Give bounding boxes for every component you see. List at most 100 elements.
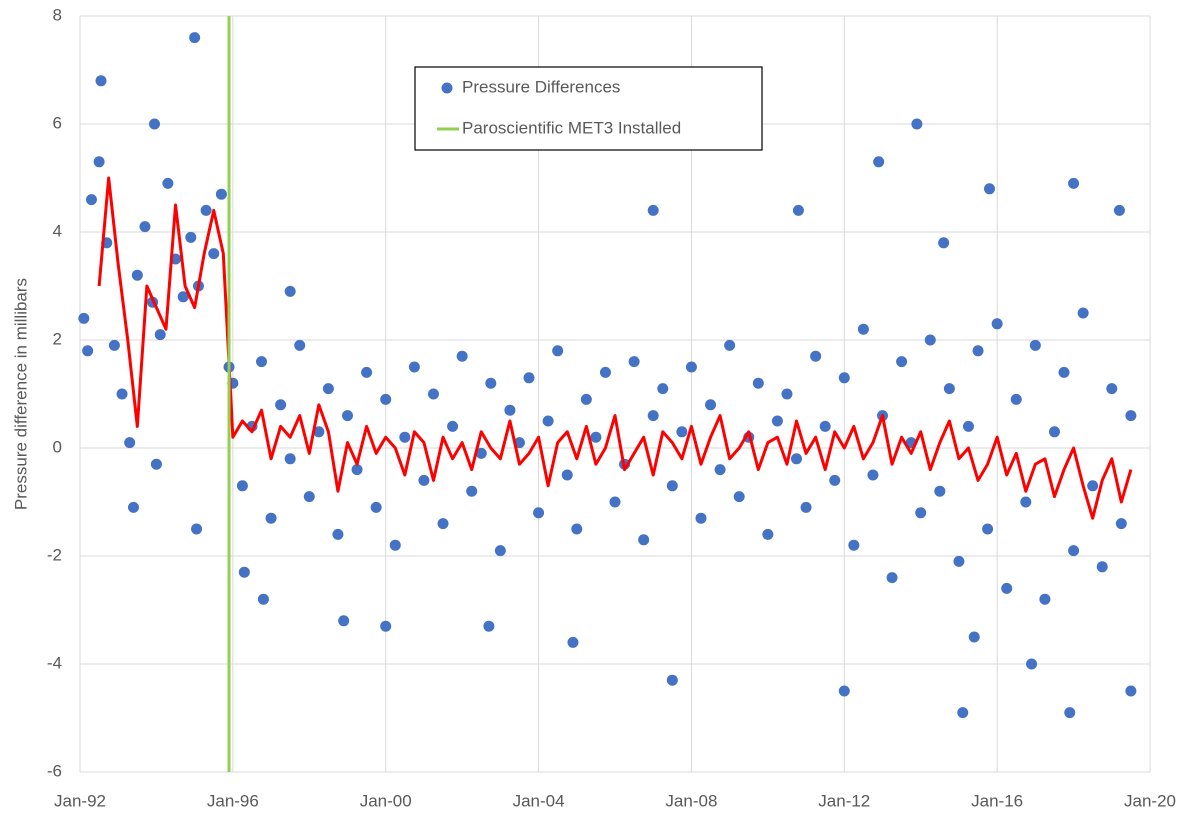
data-point — [733, 491, 745, 503]
data-point — [1058, 366, 1070, 378]
data-point — [1096, 561, 1108, 573]
data-point — [256, 356, 268, 368]
data-point — [972, 345, 984, 357]
data-point — [131, 269, 143, 281]
plot-area — [78, 16, 1137, 772]
legend-label: Pressure Differences — [462, 77, 620, 96]
data-point — [370, 501, 382, 513]
data-point — [968, 631, 980, 643]
y-tick-label: 6 — [53, 113, 62, 132]
data-point — [567, 636, 579, 648]
data-point — [1029, 339, 1041, 351]
data-point — [485, 377, 497, 389]
y-axis-label: Pressure difference in millibars — [11, 278, 30, 510]
data-point — [408, 361, 420, 373]
data-point — [342, 410, 353, 422]
data-point — [714, 464, 726, 476]
x-tick-label: Jan-16 — [971, 791, 1023, 810]
data-point — [380, 620, 392, 632]
data-point — [628, 356, 640, 368]
data-point — [982, 523, 994, 535]
data-line — [97, 176, 1133, 520]
data-point — [208, 248, 220, 260]
data-point — [1010, 393, 1022, 405]
data-point — [666, 674, 678, 686]
legend-box — [414, 66, 763, 151]
x-tick-label: Jan-08 — [665, 791, 717, 810]
data-point — [332, 528, 344, 540]
data-point — [1001, 582, 1013, 594]
data-point — [873, 156, 885, 168]
data-point — [991, 318, 1003, 330]
data-point — [590, 431, 602, 443]
data-point — [705, 399, 717, 411]
data-point — [284, 285, 296, 297]
data-point — [957, 707, 969, 719]
data-point — [685, 361, 697, 373]
data-point — [857, 323, 869, 335]
data-point — [938, 237, 950, 249]
data-point — [934, 485, 946, 497]
data-point — [275, 399, 287, 411]
data-point — [177, 291, 189, 303]
x-tick-label: Jan-00 — [360, 791, 412, 810]
data-point — [1125, 685, 1137, 697]
data-point — [313, 426, 325, 438]
data-point — [666, 480, 678, 492]
data-point — [338, 615, 350, 627]
data-point — [1068, 545, 1080, 557]
legend-marker — [441, 82, 453, 94]
y-tick-label: -6 — [47, 761, 62, 780]
data-point — [139, 221, 151, 233]
data-point — [399, 431, 411, 443]
y-tick-label: 2 — [53, 329, 62, 348]
data-point — [150, 458, 162, 470]
data-point — [1077, 307, 1089, 319]
data-point — [95, 75, 107, 87]
x-tick-label: Jan-04 — [513, 791, 565, 810]
data-point — [185, 231, 197, 243]
data-point — [116, 388, 128, 400]
x-tick-label: Jan-92 — [54, 791, 106, 810]
data-point — [154, 329, 166, 341]
data-point — [829, 474, 841, 486]
data-point — [647, 204, 659, 216]
data-point — [238, 566, 250, 578]
data-point — [819, 420, 831, 432]
data-point — [1106, 383, 1118, 395]
data-point — [1087, 480, 1099, 492]
data-point — [504, 404, 516, 416]
data-point — [456, 350, 468, 362]
data-point — [1039, 593, 1051, 605]
data-point — [953, 555, 965, 567]
y-tick-label: 8 — [53, 5, 62, 24]
data-point — [322, 383, 334, 395]
data-point — [189, 32, 201, 44]
data-point — [427, 388, 439, 400]
data-point — [571, 523, 583, 535]
data-point — [962, 420, 974, 432]
y-tick-label: -4 — [47, 653, 62, 672]
data-point — [447, 420, 459, 432]
data-point — [609, 496, 621, 508]
x-tick-label: Jan-96 — [207, 791, 259, 810]
data-point — [984, 183, 995, 195]
data-point — [149, 118, 161, 130]
data-point — [915, 507, 927, 519]
y-tick-label: 4 — [53, 221, 62, 240]
data-point — [599, 366, 611, 378]
data-point — [676, 426, 688, 438]
x-tick-label: Jan-20 — [1124, 791, 1176, 810]
data-point — [580, 393, 592, 405]
data-point — [523, 372, 535, 384]
data-point — [124, 437, 136, 449]
data-point — [1020, 496, 1032, 508]
data-point — [200, 204, 212, 216]
data-point — [494, 545, 506, 557]
legend: Pressure Differences Paroscientific MET3 … — [414, 66, 763, 151]
data-point — [762, 528, 774, 540]
data-point — [437, 518, 449, 530]
data-point — [911, 118, 923, 130]
data-point — [265, 512, 277, 524]
data-point — [236, 480, 248, 492]
